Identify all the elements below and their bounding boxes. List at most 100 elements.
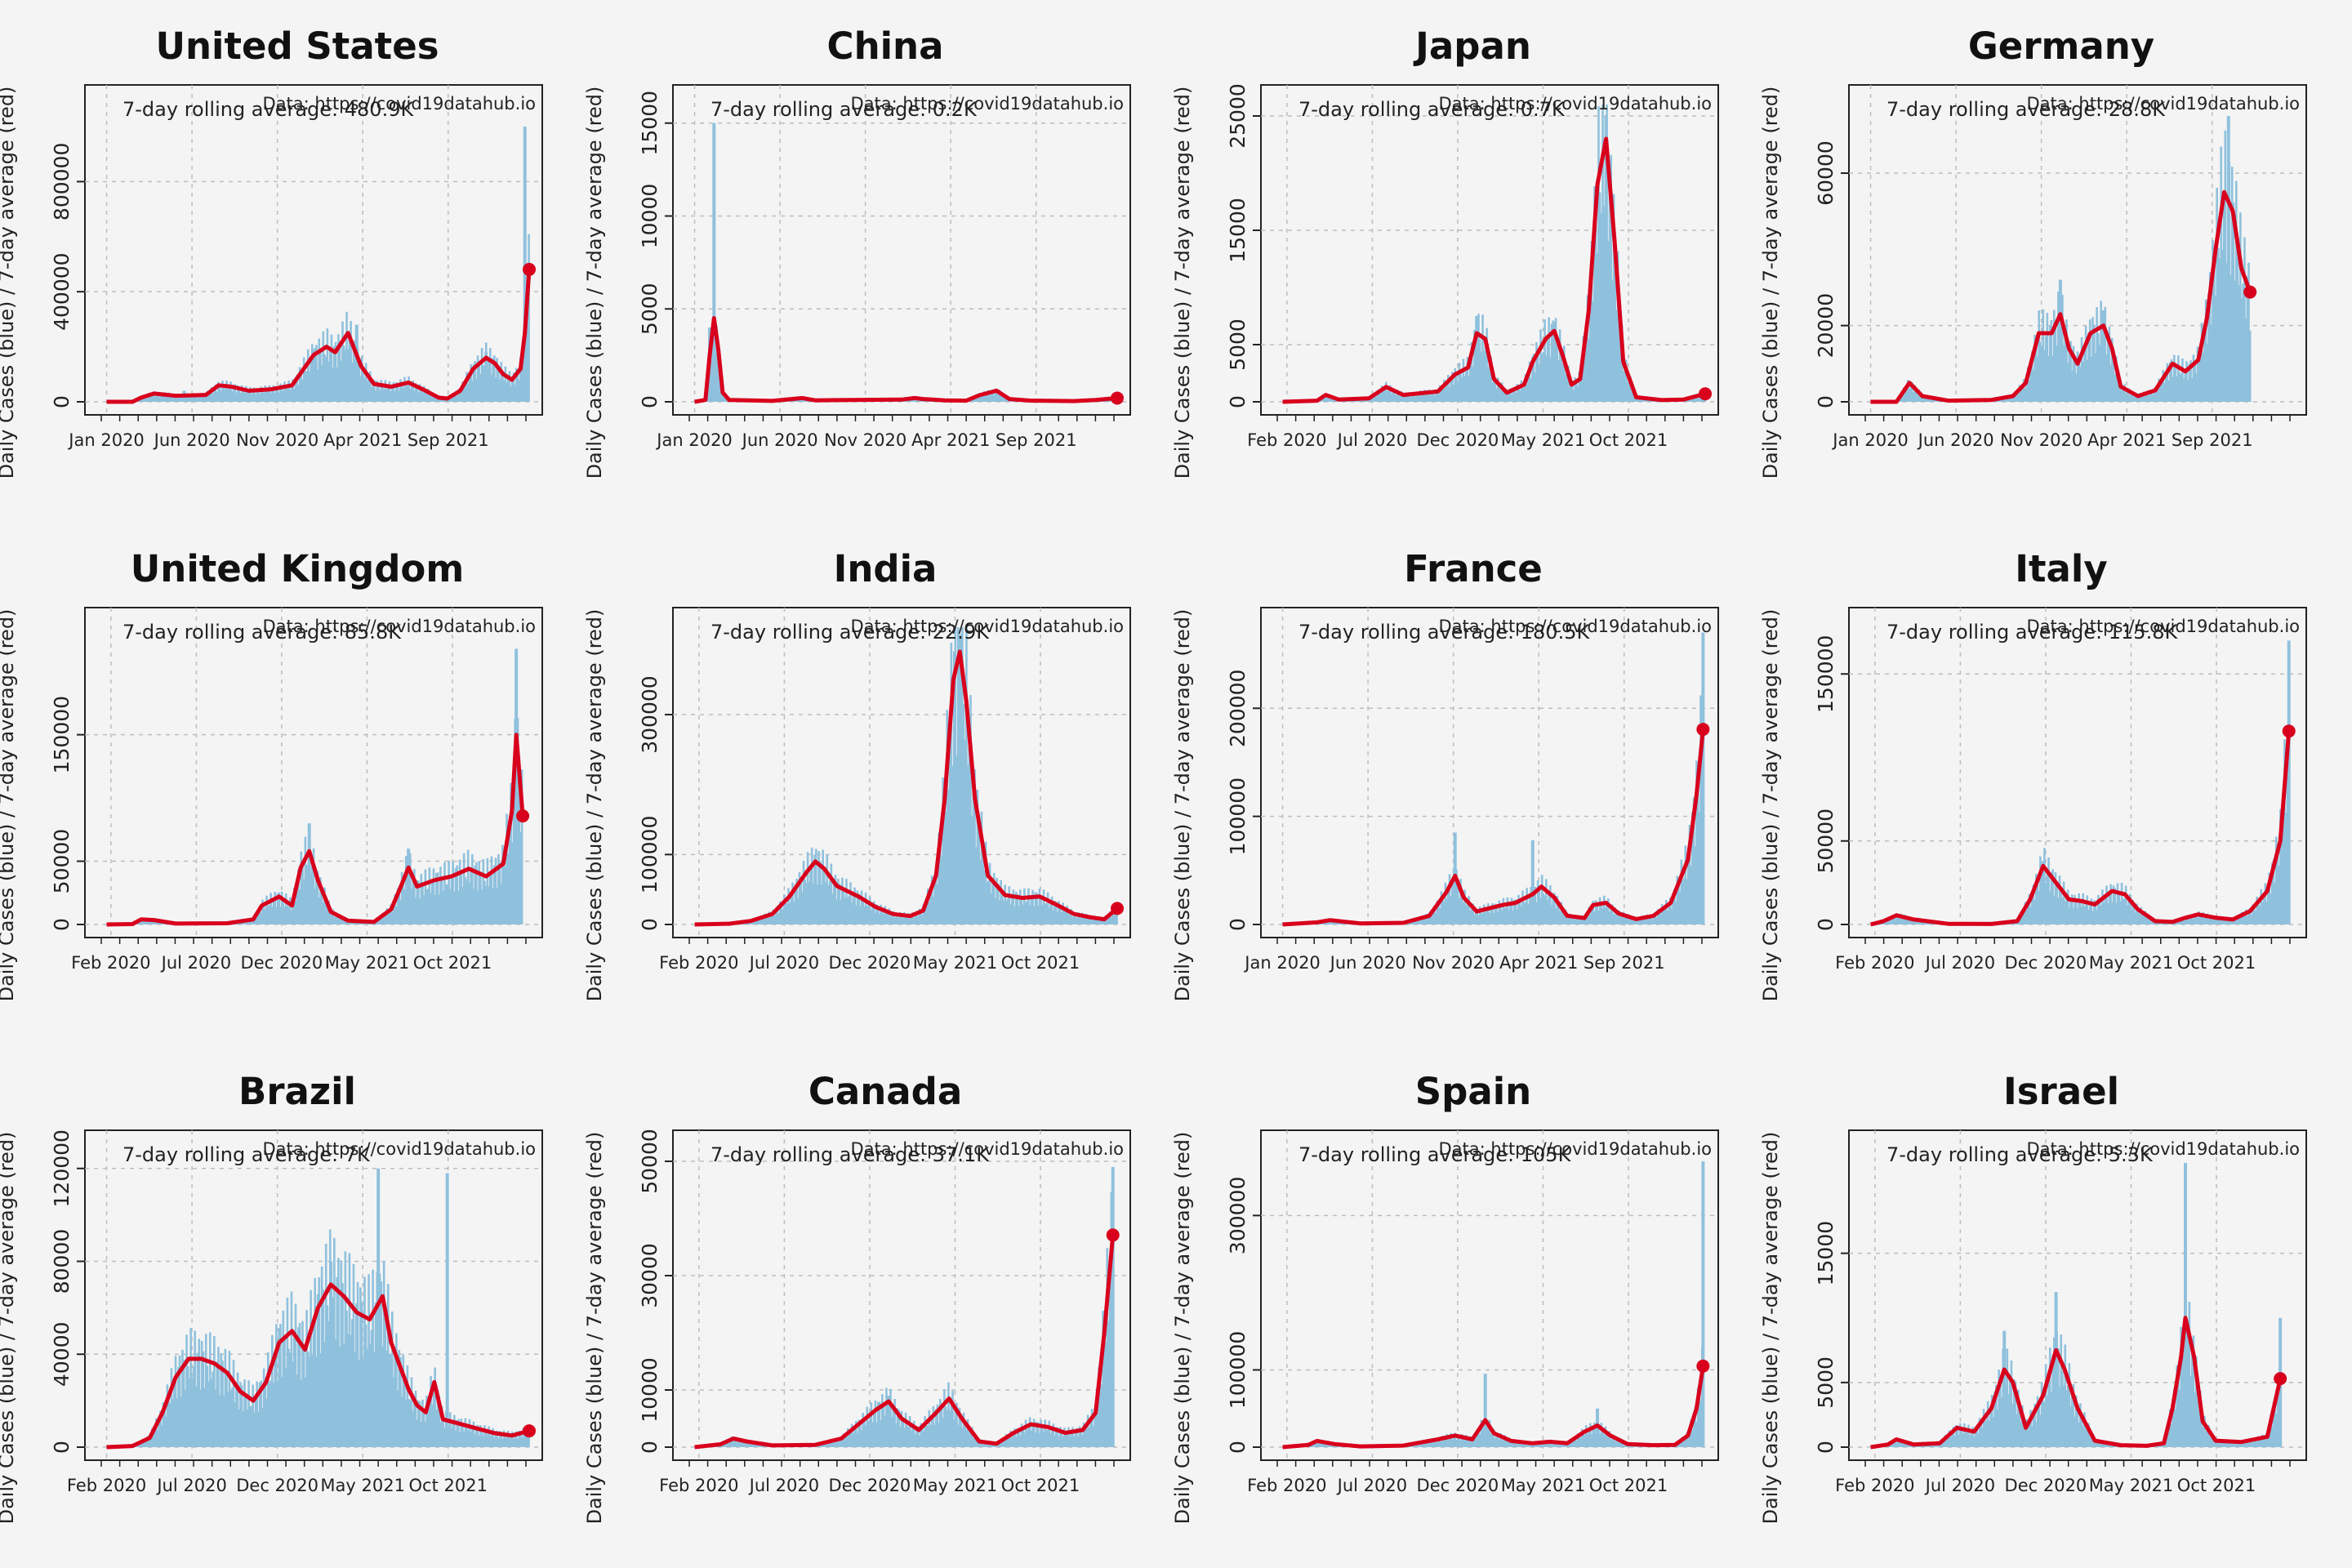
panel-germany: 0 20000 60000 Jan 2020 Jun 2020 Nov 2020 Apr 2… [1759, 24, 2307, 479]
rolling-average-annotation: 7-day rolling average: 85.8K [122, 621, 402, 644]
y-tick-label: 80000 [50, 1229, 74, 1294]
latest-point [1696, 723, 1710, 737]
x-tick-label: Oct 2021 [1001, 953, 1080, 973]
panel-united-kingdom: 0 50000 150000 Feb 2020 Jul 2020 Dec 2020 May … [0, 547, 543, 1001]
y-axis-label: Daily Cases (blue) / 7-day average (red) [0, 1132, 18, 1525]
latest-point [2282, 724, 2296, 738]
x-tick-label: Nov 2020 [2000, 430, 2082, 450]
x-tick-label: Jan 2020 [655, 430, 733, 450]
x-tick-label: May 2021 [2089, 1476, 2174, 1495]
y-tick-label: 10000 [638, 184, 662, 249]
rolling-average-line [1282, 728, 1705, 927]
panel-title: United Kingdom [131, 547, 464, 590]
y-axis-label: Daily Cases (blue) / 7-day average (red) [583, 609, 606, 1002]
data-source-annotation: Data: https://covid19datahub.io [1439, 617, 1712, 636]
y-axis-label: Daily Cases (blue) / 7-day average (red) [1759, 87, 1782, 479]
x-tick-label: Sep 2021 [2172, 430, 2253, 450]
y-tick-label: 50000 [50, 829, 74, 894]
x-tick-label: Apr 2021 [1499, 953, 1578, 973]
rolling-average-line [694, 316, 1118, 404]
x-tick-label: Jul 2020 [748, 1476, 819, 1495]
y-tick-label: 400000 [50, 252, 74, 330]
rolling-average-line [694, 1235, 1116, 1450]
rolling-average-annotation: 7-day rolling average: 7K [122, 1143, 371, 1166]
y-tick-label: 0 [638, 395, 662, 408]
x-tick-label: Oct 2021 [409, 1476, 488, 1495]
x-tick-label: Jul 2020 [1336, 430, 1407, 450]
y-tick-label: 120000 [50, 1129, 74, 1207]
rolling-average-line [106, 1282, 530, 1450]
x-tick-label: Dec 2020 [236, 1476, 318, 1495]
x-tick-label: Apr 2021 [911, 430, 990, 450]
rolling-average-line [1870, 189, 2252, 404]
y-tick-label: 5000 [1814, 1356, 1838, 1409]
y-tick-label: 0 [50, 918, 74, 931]
plot-frame [672, 1129, 1131, 1461]
y-tick-label: 0 [638, 918, 662, 931]
rolling-average-annotation: 7-day rolling average: 0.2K [710, 98, 978, 121]
x-tick-label: Jun 2020 [153, 430, 230, 450]
rolling-average-line [1282, 1365, 1705, 1450]
y-tick-label: 5000 [638, 283, 662, 335]
x-tick-label: May 2021 [325, 953, 410, 973]
x-tick-label: Apr 2021 [2087, 430, 2166, 450]
y-tick-label: 150000 [1814, 635, 1838, 713]
panel-title: Germany [1968, 24, 2154, 68]
panel-japan: 0 5000 15000 25000 Feb 2020 Jul 2020 Dec 2020 M… [1171, 24, 1719, 479]
x-tick-label: Oct 2021 [1589, 1476, 1668, 1495]
panel-brazil: 0 40000 80000 120000 Feb 2020 Jul 2020 Dec 202… [0, 1070, 543, 1525]
y-tick-label: 10000 [638, 1357, 662, 1423]
x-tick-label: Oct 2021 [1001, 1476, 1080, 1495]
data-source-annotation: Data: https://covid19datahub.io [851, 94, 1124, 114]
rolling-average-annotation: 7-day rolling average: 180.5K [1298, 621, 1590, 644]
y-tick-label: 30000 [638, 1243, 662, 1308]
rolling-average-annotation: 7-day rolling average: 115.8K [1886, 621, 2178, 644]
y-axis-label: Daily Cases (blue) / 7-day average (red) [1759, 1132, 1782, 1525]
x-tick-label: Jul 2020 [1924, 1476, 1995, 1495]
y-tick-label: 200000 [1226, 670, 1250, 747]
x-tick-label: Jan 2020 [67, 430, 145, 450]
y-tick-label: 0 [1814, 918, 1838, 931]
data-source-annotation: Data: https://covid19datahub.io [851, 617, 1124, 636]
rolling-average-line [1870, 1316, 2283, 1450]
x-tick-label: Jun 2020 [1917, 430, 1994, 450]
x-tick-label: Oct 2021 [1589, 430, 1668, 450]
y-axis-label: Daily Cases (blue) / 7-day average (red) [1171, 87, 1194, 479]
panel-title: France [1404, 547, 1543, 590]
x-tick-label: May 2021 [2089, 953, 2174, 973]
rolling-average-annotation: 7-day rolling average: 0.7K [1298, 98, 1566, 121]
y-axis-label: Daily Cases (blue) / 7-day average (red) [1759, 609, 1782, 1002]
x-tick-label: Nov 2020 [824, 430, 906, 450]
panel-spain: 0 100000 300000 Feb 2020 Jul 2020 Dec 2020 May… [1171, 1070, 1719, 1525]
x-tick-label: Dec 2020 [1417, 430, 1499, 450]
x-tick-label: Nov 2020 [236, 430, 318, 450]
panel-canada: 0 10000 30000 50000 Feb 2020 Jul 2020 Dec 2020… [583, 1070, 1131, 1524]
rolling-average-line [106, 269, 532, 404]
x-tick-label: Dec 2020 [829, 953, 911, 973]
panel-title: Israel [2003, 1070, 2119, 1113]
latest-point [2243, 285, 2257, 299]
x-tick-label: Jul 2020 [155, 1476, 226, 1495]
y-tick-label: 40000 [50, 1321, 74, 1387]
x-tick-label: Feb 2020 [1247, 1476, 1326, 1495]
x-tick-label: Jun 2020 [1329, 953, 1406, 973]
x-tick-label: Feb 2020 [71, 953, 150, 973]
y-axis-label: Daily Cases (blue) / 7-day average (red) [1171, 1132, 1194, 1525]
rolling-average-annotation: 7-day rolling average: 22.9K [710, 621, 990, 644]
data-source-annotation: Data: https://covid19datahub.io [2027, 1139, 2300, 1159]
panel-title: India [834, 547, 938, 590]
latest-point [1111, 902, 1124, 915]
rolling-average-annotation: 7-day rolling average: 480.9K [122, 98, 414, 121]
y-tick-label: 150000 [50, 696, 74, 773]
x-tick-label: Jul 2020 [1924, 953, 1995, 973]
x-tick-label: Dec 2020 [2005, 1476, 2087, 1495]
x-tick-label: Jun 2020 [741, 430, 818, 450]
x-tick-label: Jul 2020 [748, 953, 819, 973]
y-tick-label: 300000 [1226, 1177, 1250, 1254]
panel-china: 0 5000 10000 15000 Jan 2020 Jun 2020 Nov 2020 A… [583, 24, 1131, 479]
data-source-annotation: Data: https://covid19datahub.io [1439, 1139, 1712, 1159]
latest-point [2274, 1372, 2287, 1386]
plot-frame [1260, 607, 1719, 938]
y-tick-label: 20000 [1814, 293, 1838, 359]
